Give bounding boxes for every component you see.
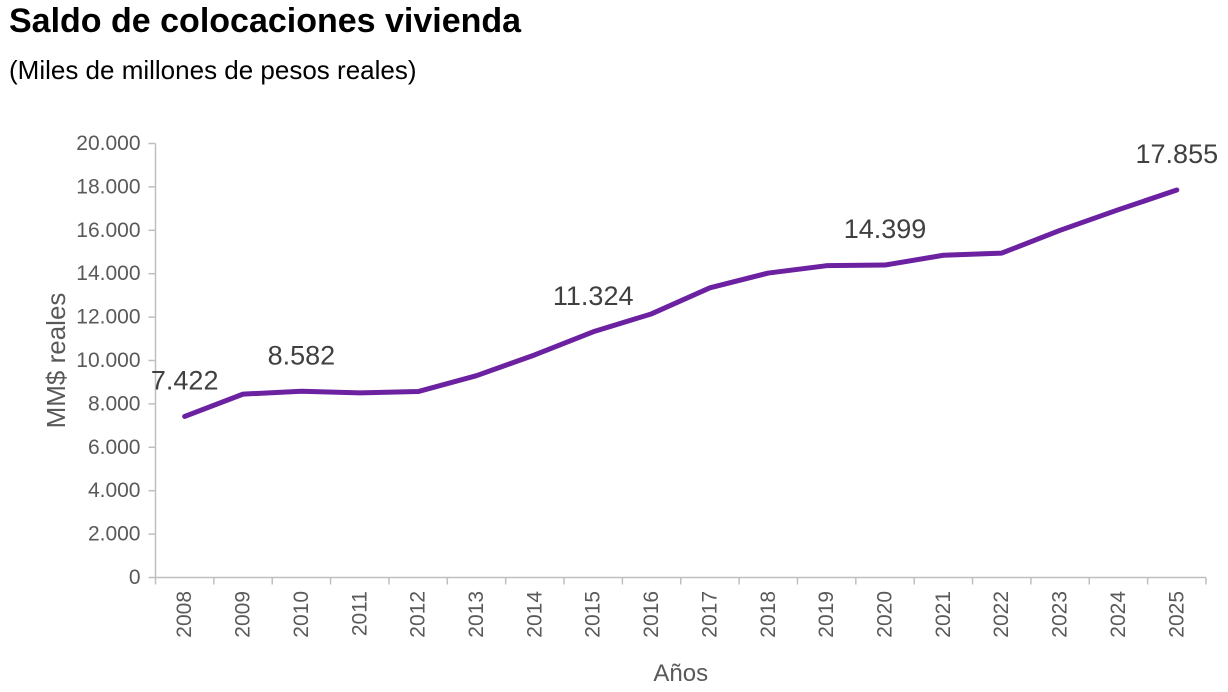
x-tick-label: 2013 — [465, 591, 488, 638]
x-tick-label: 2016 — [640, 591, 663, 638]
x-tick-label: 2015 — [582, 591, 605, 638]
data-label: 8.582 — [268, 340, 336, 370]
x-tick-label: 2014 — [523, 591, 546, 638]
y-tick-label: 0 — [129, 566, 141, 589]
y-tick-label: 2.000 — [88, 523, 141, 546]
x-tick-label: 2019 — [815, 591, 838, 638]
x-tick-label: 2008 — [173, 591, 196, 638]
data-label: 7.422 — [151, 365, 219, 395]
x-tick-label: 2021 — [932, 591, 955, 638]
chart-title: Saldo de colocaciones vivienda — [9, 2, 522, 40]
data-label: 14.399 — [844, 214, 927, 244]
x-tick-label: 2017 — [698, 591, 721, 638]
y-tick-label: 18.000 — [76, 175, 140, 198]
chart-subtitle: (Miles de millones de pesos reales) — [9, 55, 417, 85]
y-axis-title: MM$ reales — [41, 293, 71, 429]
x-tick-label: 2020 — [874, 591, 897, 638]
y-tick-label: 10.000 — [76, 349, 140, 372]
y-tick-label: 14.000 — [76, 262, 140, 285]
y-tick-label: 16.000 — [76, 219, 140, 242]
y-tick-label: 20.000 — [76, 132, 140, 155]
x-tick-label: 2010 — [290, 591, 313, 638]
x-tick-label: 2012 — [407, 591, 430, 638]
x-tick-label: 2009 — [232, 591, 255, 638]
y-tick-label: 8.000 — [88, 392, 141, 415]
x-axis-title: Años — [653, 660, 708, 687]
x-tick-label: 2022 — [990, 591, 1013, 638]
y-tick-label: 4.000 — [88, 479, 141, 502]
y-tick-label: 12.000 — [76, 306, 140, 329]
y-tick-label: 6.000 — [88, 436, 141, 459]
x-tick-label: 2018 — [757, 591, 780, 638]
x-tick-label: 2011 — [348, 591, 371, 636]
series-line — [182, 187, 1180, 419]
data-label: 17.855 — [1136, 139, 1219, 169]
x-tick-label: 2023 — [1049, 591, 1072, 638]
data-label: 11.324 — [553, 281, 634, 311]
x-tick-label: 2025 — [1165, 591, 1188, 638]
x-tick-label: 2024 — [1107, 591, 1130, 638]
